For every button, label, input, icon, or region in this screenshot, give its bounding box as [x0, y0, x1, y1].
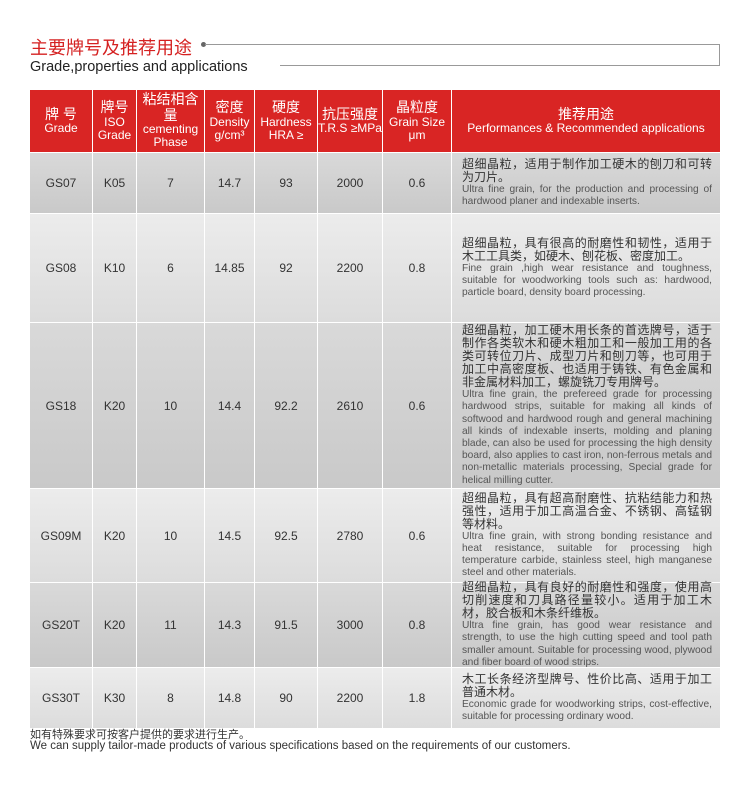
application-cn: 超细晶粒，适用于制作加工硬木的刨刀和可转为刀片。 [462, 156, 712, 184]
cell-application: 超细晶粒，具有超高耐磨性、抗粘结能力和热强性，适用于加工高温合金、不锈钢、高锰钢… [452, 489, 720, 582]
cell-phase: 10 [137, 323, 205, 488]
title-english: Grade,properties and applications [30, 59, 248, 75]
cell-grade: GS09M [30, 489, 93, 582]
cell-hardness: 92.2 [255, 323, 318, 488]
cell-grain: 0.8 [383, 583, 452, 667]
cell-hardness: 93 [255, 153, 318, 213]
cell-trs: 2200 [318, 214, 383, 322]
cell-hardness: 91.5 [255, 583, 318, 667]
header-cell: 牌 号 Grade [30, 90, 93, 152]
cell-trs: 2000 [318, 153, 383, 213]
cell-application: 超细晶粒，加工硬木用长条的首选牌号，适于制作各类软木和硬木粗加工和一般加工用的各… [452, 323, 720, 488]
table-row: GS30T K30 8 14.8 90 2200 1.8 木工长条经济型牌号、性价比高、适用于… [30, 667, 720, 728]
header-cn: 抗压强度 [322, 105, 378, 122]
cell-density: 14.3 [205, 583, 255, 667]
table-row: GS09M K20 10 14.5 92.5 2780 0.6 超细晶粒，具有超高耐磨性、抗粘… [30, 488, 720, 582]
cell-grade: GS07 [30, 153, 93, 213]
application-cn: 超细晶粒，具有超高耐磨性、抗粘结能力和热强性，适用于加工高温合金、不锈钢、高锰钢… [462, 490, 712, 531]
cell-phase: 11 [137, 583, 205, 667]
cell-grain: 0.6 [383, 323, 452, 488]
title-chinese: 主要牌号及推荐用途 [30, 38, 192, 59]
cell-iso: K20 [93, 489, 137, 582]
header-cn: 硬度 [272, 99, 300, 116]
cell-iso: K30 [93, 668, 137, 728]
cell-hardness: 90 [255, 668, 318, 728]
header-en: Density g/cm³ [209, 114, 250, 142]
header-cn: 推荐用途 [558, 105, 614, 122]
header-cn: 晶粒度 [396, 99, 438, 116]
cell-application: 超细晶粒，具有很高的耐磨性和韧性，适用于木工工具类，如硬木、刨花板、密度加工。 F… [452, 214, 720, 322]
header-cell: 粘结相含量 cementing Phase [137, 90, 205, 152]
header-en: Performances & Recommended applications [467, 121, 705, 136]
application-en: Economic grade for woodworking strips, c… [462, 698, 712, 722]
header-cn: 密度 [215, 99, 244, 116]
header-en: cementing Phase [142, 122, 199, 150]
header-cell: 晶粒度 Grain Size μm [383, 90, 452, 152]
header-cn: 粘结相含量 [142, 91, 199, 123]
table-header: 牌 号 Grade 牌号 ISO Grade 粘结相含量 cementing Phase 密… [30, 90, 720, 152]
header-en: Grade [44, 121, 78, 136]
cell-hardness: 92 [255, 214, 318, 322]
cell-density: 14.7 [205, 153, 255, 213]
header-en: Hardness HRA ≥ [260, 114, 312, 142]
cell-application: 木工长条经济型牌号、性价比高、适用于加工普通木材。 Economic grade … [452, 668, 720, 728]
cell-application: 超细晶粒，具有良好的耐磨性和强度，使用高切削速度和刀具路径量较小。适用于加工木材… [452, 580, 720, 668]
title-frame-line [205, 44, 720, 66]
cell-phase: 10 [137, 489, 205, 582]
table-row: GS20T K20 11 14.3 91.5 3000 0.8 超细晶粒，具有良好的耐磨性和强… [30, 580, 720, 668]
cell-phase: 7 [137, 153, 205, 213]
cell-grade: GS20T [30, 583, 93, 667]
cell-trs: 2200 [318, 668, 383, 728]
header-cell: 抗压强度 T.R.S ≥MPa [318, 90, 383, 152]
cell-phase: 6 [137, 214, 205, 322]
header-en: ISO Grade [97, 114, 132, 142]
cell-grade: GS08 [30, 214, 93, 322]
application-en: Ultra fine grain, has good wear resistan… [462, 620, 712, 668]
header-cell: 硬度 Hardness HRA ≥ [255, 90, 318, 152]
cell-phase: 8 [137, 668, 205, 728]
cell-density: 14.85 [205, 214, 255, 322]
application-cn: 超细晶粒，加工硬木用长条的首选牌号，适于制作各类软木和硬木粗加工和一般加工用的各… [462, 323, 712, 390]
header-en: Grain Size μm [388, 114, 446, 142]
cell-trs: 2610 [318, 323, 383, 488]
cell-iso: K05 [93, 153, 137, 213]
cell-iso: K20 [93, 583, 137, 667]
header-cell: 推荐用途 Performances & Recommended applicati… [452, 90, 720, 152]
application-en: Ultra fine grain, with strong bonding re… [462, 530, 712, 579]
cell-grade: GS30T [30, 668, 93, 728]
application-cn: 超细晶粒，具有良好的耐磨性和强度，使用高切削速度和刀具路径量较小。适用于加工木材… [462, 580, 712, 621]
application-en: Ultra fine grain, the prefereed grade fo… [462, 389, 712, 486]
cell-trs: 2780 [318, 489, 383, 582]
application-cn: 超细晶粒，具有很高的耐磨性和韧性，适用于木工工具类，如硬木、刨花板、密度加工。 [462, 235, 712, 263]
cell-grain: 1.8 [383, 668, 452, 728]
table-row: GS18 K20 10 14.4 92.2 2610 0.6 超细晶粒，加工硬木用长条的首选牌… [30, 322, 720, 488]
header-cell: 密度 Density g/cm³ [205, 90, 255, 152]
application-en: Fine grain ,high wear resistance and tou… [462, 262, 712, 299]
cell-hardness: 92.5 [255, 489, 318, 582]
cell-iso: K10 [93, 214, 137, 322]
cell-grain: 0.8 [383, 214, 452, 322]
cell-density: 14.8 [205, 668, 255, 728]
footer-note-chinese: 如有特殊要求可按客户提供的要求进行生产。 [30, 728, 250, 741]
cell-trs: 3000 [318, 583, 383, 667]
cell-grain: 0.6 [383, 153, 452, 213]
header-cn: 牌号 [100, 99, 129, 116]
table-row: GS07 K05 7 14.7 93 2000 0.6 超细晶粒，适用于制作加工硬木的刨刀和可… [30, 152, 720, 213]
table-row: GS08 K10 6 14.85 92 2200 0.8 超细晶粒，具有很高的耐磨性和韧性，适… [30, 213, 720, 322]
cell-grade: GS18 [30, 323, 93, 488]
cell-iso: K20 [93, 323, 137, 488]
cell-application: 超细晶粒，适用于制作加工硬木的刨刀和可转为刀片。 Ultra fine grain… [452, 153, 720, 213]
header-cell: 牌号 ISO Grade [93, 90, 137, 152]
cell-density: 14.5 [205, 489, 255, 582]
header-en: T.R.S ≥MPa [318, 121, 382, 136]
grades-table: 牌 号 Grade 牌号 ISO Grade 粘结相含量 cementing Phase 密… [30, 90, 720, 728]
header-cn: 牌 号 [45, 105, 77, 122]
cell-grain: 0.6 [383, 489, 452, 582]
application-en: Ultra fine grain, for the production and… [462, 183, 712, 207]
cell-density: 14.4 [205, 323, 255, 488]
footer-note-english: We can supply tailor-made products of va… [30, 740, 571, 752]
title-dot [201, 42, 206, 47]
application-cn: 木工长条经济型牌号、性价比高、适用于加工普通木材。 [462, 671, 712, 699]
